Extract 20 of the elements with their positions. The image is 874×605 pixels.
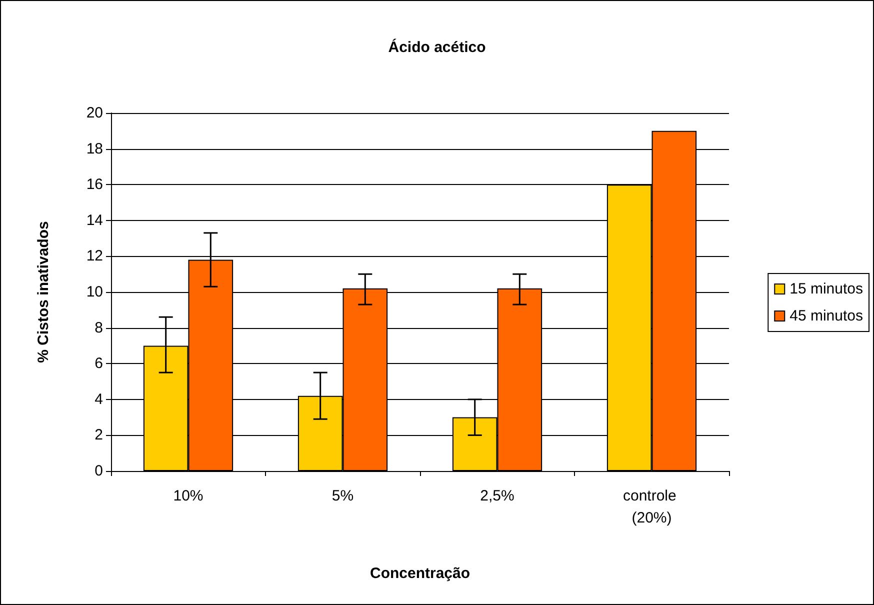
- y-tick-label: 14: [86, 212, 103, 229]
- y-tick-label: 10: [86, 284, 103, 300]
- y-tick-label: 18: [86, 140, 103, 158]
- y-tick-label: 0: [94, 462, 103, 480]
- y-tick-label: 6: [94, 355, 103, 372]
- y-tick-label: 8: [94, 319, 103, 336]
- legend-label: 15 minutos: [790, 280, 863, 298]
- legend-label: 45 minutos: [790, 308, 863, 324]
- y-axis-title: % Cistos inativados: [35, 221, 52, 363]
- x-tick-label: 5%: [332, 488, 354, 504]
- y-tick-label: 2: [94, 426, 103, 444]
- y-tick-label: 20: [86, 104, 103, 122]
- chart-title: Ácido acético: [388, 38, 486, 56]
- x-tick-label: 2,5%: [480, 488, 514, 504]
- y-tick-label: 12: [86, 248, 103, 265]
- x-tick-label: 10%: [173, 488, 204, 504]
- y-tick-label: 4: [94, 390, 103, 408]
- x-tick-label: controle (20%): [622, 488, 681, 526]
- y-tick-label: 16: [86, 176, 103, 194]
- x-axis-title: Concentração: [370, 565, 470, 582]
